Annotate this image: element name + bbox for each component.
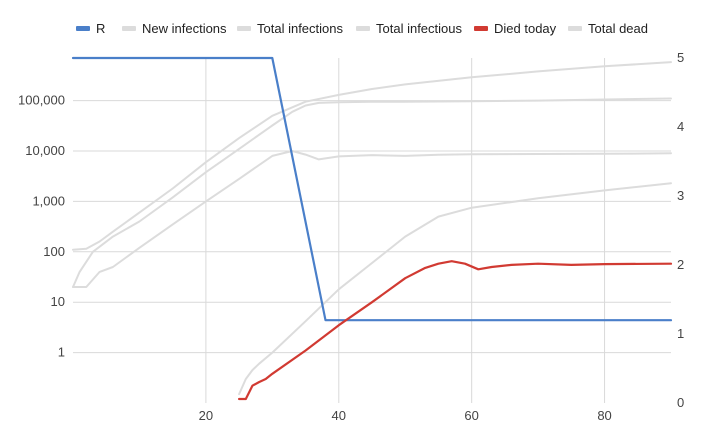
- right-tick-label: 2: [677, 257, 684, 272]
- right-tick-label: 4: [677, 119, 684, 134]
- left-tick-label: 100,000: [18, 93, 65, 108]
- legend-item-total-infectious[interactable]: Total infectious: [356, 21, 462, 36]
- series-line-new-infections: [72, 150, 672, 288]
- legend-item-new-infections[interactable]: New infections: [122, 21, 227, 36]
- right-tick-label: 3: [677, 188, 684, 203]
- x-tick-label: 20: [199, 408, 213, 423]
- legend-label: R: [96, 21, 105, 36]
- x-tick-label: 40: [332, 408, 346, 423]
- legend-item-total-infections[interactable]: Total infections: [237, 21, 343, 36]
- legend-label: New infections: [142, 21, 227, 36]
- left-tick-label: 10,000: [25, 143, 65, 158]
- legend-label: Died today: [494, 21, 557, 36]
- x-tick-label: 60: [464, 408, 478, 423]
- x-axis: 20 40 60 80: [199, 408, 612, 423]
- series-line-r: [71, 56, 673, 322]
- series-line-died-today: [238, 260, 673, 401]
- legend-swatch: [568, 26, 582, 31]
- series-line-total-infections: [72, 61, 672, 251]
- left-axis: 1 10 100 1,000 10,000 100,000: [18, 93, 65, 360]
- legend-swatch: [237, 26, 251, 31]
- legend-item-died-today[interactable]: Died today: [474, 21, 557, 36]
- left-tick-label: 1,000: [32, 193, 65, 208]
- left-tick-label: 10: [51, 294, 65, 309]
- x-tick-label: 80: [597, 408, 611, 423]
- right-tick-label: 5: [677, 50, 684, 65]
- series-line-total-infectious: [72, 97, 672, 288]
- left-tick-label: 100: [43, 244, 65, 259]
- legend-swatch: [122, 26, 136, 31]
- legend: R New infections Total infections Total inf…: [76, 21, 648, 36]
- legend-label: Total infections: [257, 21, 343, 36]
- gridlines: [73, 58, 671, 403]
- legend-swatch: [474, 26, 488, 31]
- plot-area: [71, 56, 673, 401]
- legend-swatch: [76, 26, 90, 31]
- series-line-total-dead: [238, 182, 672, 396]
- legend-item-r[interactable]: R: [76, 21, 105, 36]
- right-tick-label: 0: [677, 395, 684, 410]
- right-tick-label: 1: [677, 326, 684, 341]
- left-tick-label: 1: [58, 345, 65, 360]
- right-axis: 0 1 2 3 4 5: [677, 50, 684, 410]
- legend-label: Total infectious: [376, 21, 462, 36]
- legend-item-total-dead[interactable]: Total dead: [568, 21, 648, 36]
- legend-swatch: [356, 26, 370, 31]
- legend-label: Total dead: [588, 21, 648, 36]
